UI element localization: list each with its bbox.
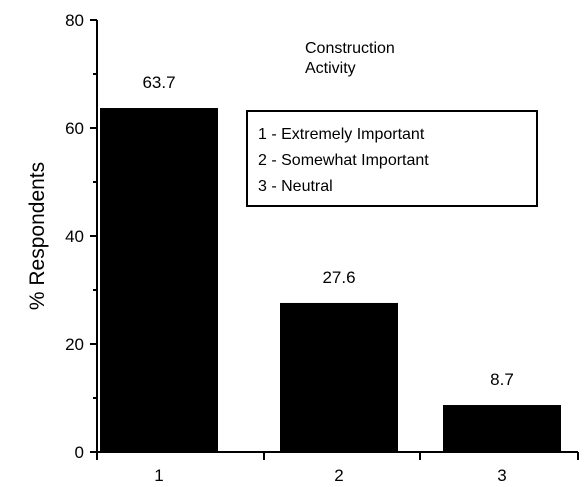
legend-item-1: 1 - Extremely Important (258, 126, 425, 143)
data-labels: 63.7 27.6 8.7 (142, 73, 513, 389)
y-tick-label-20: 20 (65, 335, 84, 354)
x-tick-label-2: 2 (334, 466, 343, 485)
legend: 1 - Extremely Important 2 - Somewhat Imp… (246, 110, 538, 207)
bar-1 (100, 108, 218, 453)
y-tick-label-80: 80 (65, 11, 84, 30)
y-axis-label: % Respondents (26, 162, 49, 310)
y-tick-label-0: 0 (75, 443, 84, 462)
x-tick-label-3: 3 (497, 466, 506, 485)
y-tick-label-60: 60 (65, 119, 84, 138)
y-tick-label-40: 40 (65, 227, 84, 246)
title-line-2: Activity (305, 60, 356, 77)
bars (100, 108, 561, 453)
y-ticks: 0 20 40 60 80 (65, 11, 97, 462)
legend-item-3: 3 - Neutral (258, 178, 333, 195)
title-line-1: Construction (305, 40, 395, 57)
x-ticks: 1 2 3 (96, 452, 579, 485)
bar-3 (443, 405, 561, 452)
data-label-2: 27.6 (322, 268, 355, 287)
data-label-1: 63.7 (142, 73, 175, 92)
legend-item-2: 2 - Somewhat Important (258, 152, 429, 169)
x-tick-label-1: 1 (154, 466, 163, 485)
bar-2 (280, 302, 398, 452)
chart-title: Construction Activity (305, 40, 395, 77)
legend-box (246, 110, 538, 207)
data-label-3: 8.7 (490, 370, 514, 389)
